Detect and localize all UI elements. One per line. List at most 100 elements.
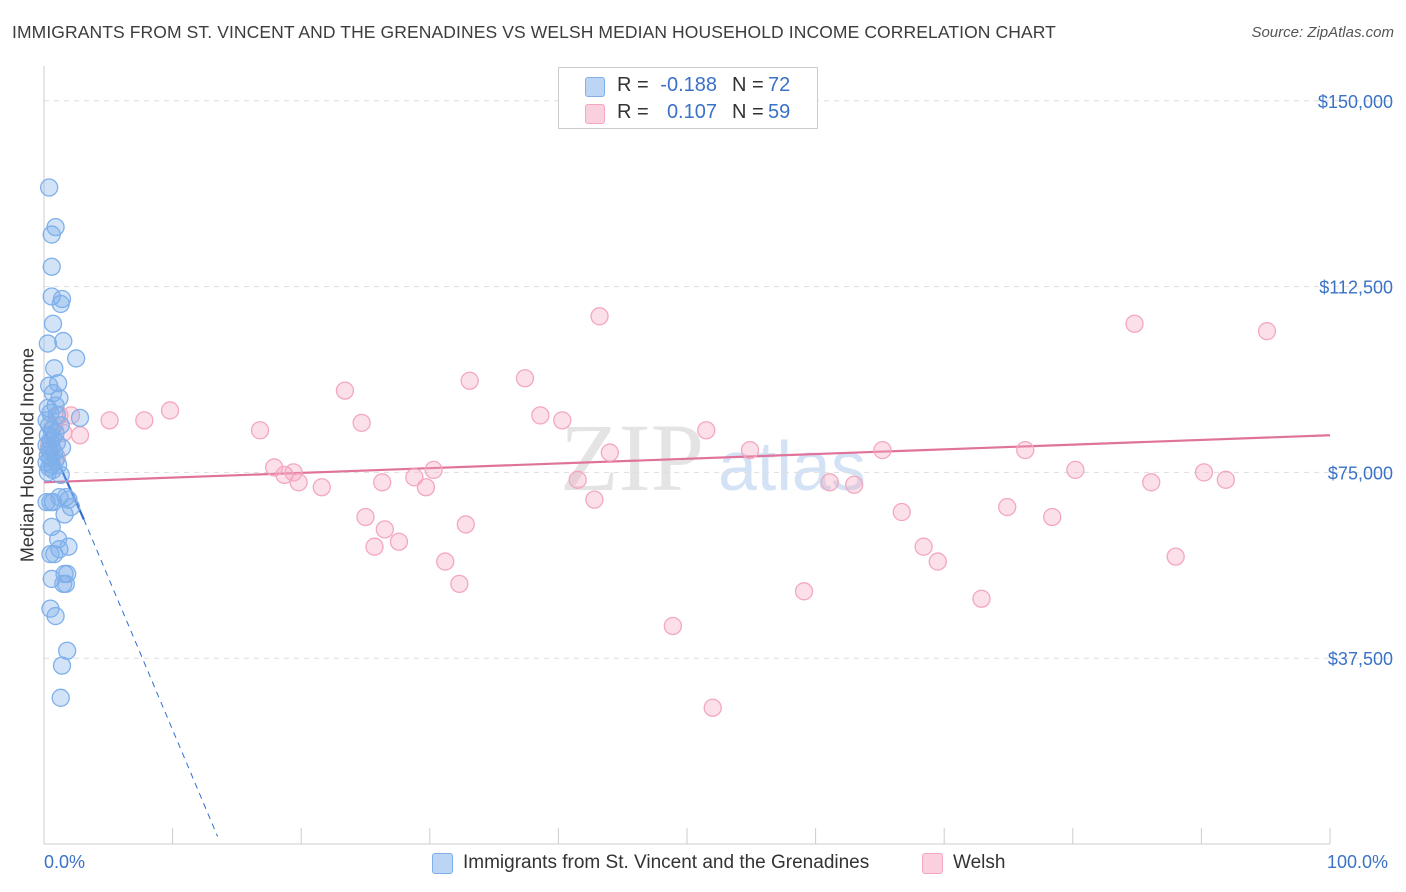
watermark-zip: ZIP xyxy=(560,404,704,511)
point-welsh xyxy=(265,458,284,477)
point-immigrants xyxy=(37,411,56,430)
point-immigrants xyxy=(51,688,70,707)
point-immigrants xyxy=(56,574,76,594)
point-welsh xyxy=(335,381,355,400)
point-welsh xyxy=(794,582,814,601)
legend-swatch-immigrants xyxy=(585,77,605,97)
point-welsh xyxy=(416,478,436,497)
point-welsh xyxy=(450,574,469,594)
point-welsh xyxy=(436,552,455,571)
point-immigrants xyxy=(50,540,69,559)
point-immigrants xyxy=(37,492,56,512)
point-welsh xyxy=(460,371,479,390)
point-immigrants xyxy=(45,359,64,378)
point-welsh xyxy=(389,532,409,551)
correlation-legend: R = -0.188 N = 72 R = 0.107 N = 59 xyxy=(558,67,818,129)
point-welsh xyxy=(365,537,384,556)
point-immigrants xyxy=(43,314,63,333)
legend-row-immigrants: R = -0.188 N = 72 xyxy=(559,74,817,100)
r-label: R = xyxy=(617,101,649,123)
point-welsh xyxy=(998,497,1017,517)
point-immigrants xyxy=(51,465,70,485)
point-welsh xyxy=(1066,460,1085,480)
point-welsh xyxy=(914,537,933,556)
point-welsh xyxy=(703,698,722,717)
point-welsh xyxy=(697,421,716,440)
point-welsh xyxy=(585,490,604,509)
point-welsh xyxy=(375,520,394,539)
watermark-atlas: atlas xyxy=(718,427,866,505)
point-immigrants xyxy=(42,569,61,589)
point-immigrants xyxy=(55,505,74,524)
r-value: -0.188 xyxy=(660,74,717,96)
point-welsh xyxy=(312,478,331,497)
y-tick-label: $37,500 xyxy=(1328,649,1393,669)
point-immigrants xyxy=(42,257,61,276)
point-welsh xyxy=(1216,470,1235,489)
point-welsh xyxy=(1142,473,1161,492)
data-points xyxy=(37,178,1277,717)
point-welsh xyxy=(284,463,303,482)
point-welsh xyxy=(1016,440,1035,460)
point-welsh xyxy=(873,440,892,460)
point-immigrants xyxy=(45,544,64,564)
point-immigrants xyxy=(61,497,81,517)
point-welsh xyxy=(100,411,119,430)
point-welsh xyxy=(1257,322,1277,341)
x-axis-min-label: 0.0% xyxy=(44,852,86,872)
n-value: 59 xyxy=(768,101,791,123)
point-immigrants xyxy=(46,606,65,626)
r-label: R = xyxy=(617,74,649,96)
legend-label-immigrants: Immigrants from St. Vincent and the Gren… xyxy=(463,852,870,873)
point-immigrants xyxy=(39,178,59,197)
point-welsh xyxy=(456,515,475,534)
series-legend: Immigrants from St. Vincent and the Gren… xyxy=(0,851,1406,877)
point-welsh xyxy=(356,507,375,527)
point-immigrants xyxy=(67,349,86,368)
point-welsh xyxy=(1125,314,1144,333)
y-tick-labels: $37,500 $75,000 $112,500 $150,000 xyxy=(1318,92,1393,669)
point-welsh xyxy=(405,468,424,487)
n-value: 72 xyxy=(768,74,791,96)
point-welsh xyxy=(845,475,864,494)
n-label: N = xyxy=(732,74,764,96)
point-welsh xyxy=(135,411,154,430)
point-welsh xyxy=(352,413,371,432)
point-immigrants xyxy=(59,490,78,509)
y-axis-title: Median Household Income xyxy=(17,347,38,563)
point-immigrants xyxy=(54,331,73,351)
point-welsh xyxy=(892,502,911,522)
legend-row-welsh: R = 0.107 N = 59 xyxy=(559,101,817,127)
point-welsh xyxy=(1043,507,1062,527)
point-welsh xyxy=(568,470,587,489)
point-immigrants xyxy=(38,334,58,353)
y-tick-label: $112,500 xyxy=(1319,278,1393,298)
point-welsh xyxy=(590,307,609,326)
point-welsh xyxy=(600,443,619,462)
point-immigrants xyxy=(51,294,70,314)
point-immigrants xyxy=(52,656,72,675)
y-tick-label: $75,000 xyxy=(1328,463,1393,483)
point-immigrants xyxy=(41,544,60,564)
gridlines xyxy=(44,100,1394,659)
point-welsh xyxy=(928,552,947,571)
point-welsh xyxy=(373,473,392,492)
point-welsh xyxy=(424,460,443,480)
point-welsh xyxy=(972,589,991,608)
point-welsh xyxy=(289,473,308,492)
trend-line-extension-0 xyxy=(83,519,219,837)
point-welsh xyxy=(250,421,270,440)
source-credit: Source: ZipAtlas.com xyxy=(1251,24,1394,41)
trend-line-1 xyxy=(43,434,1331,484)
legend-swatch-welsh xyxy=(922,853,943,874)
point-welsh xyxy=(1194,463,1214,482)
chart-title: IMMIGRANTS FROM ST. VINCENT AND THE GREN… xyxy=(12,22,1056,42)
point-immigrants xyxy=(43,492,63,512)
r-value: 0.107 xyxy=(666,101,717,123)
y-tick-label: $150,000 xyxy=(1318,92,1393,112)
legend-swatch-immigrants xyxy=(432,853,453,874)
n-label: N = xyxy=(732,101,764,123)
point-welsh xyxy=(70,426,90,445)
point-welsh xyxy=(663,616,683,636)
